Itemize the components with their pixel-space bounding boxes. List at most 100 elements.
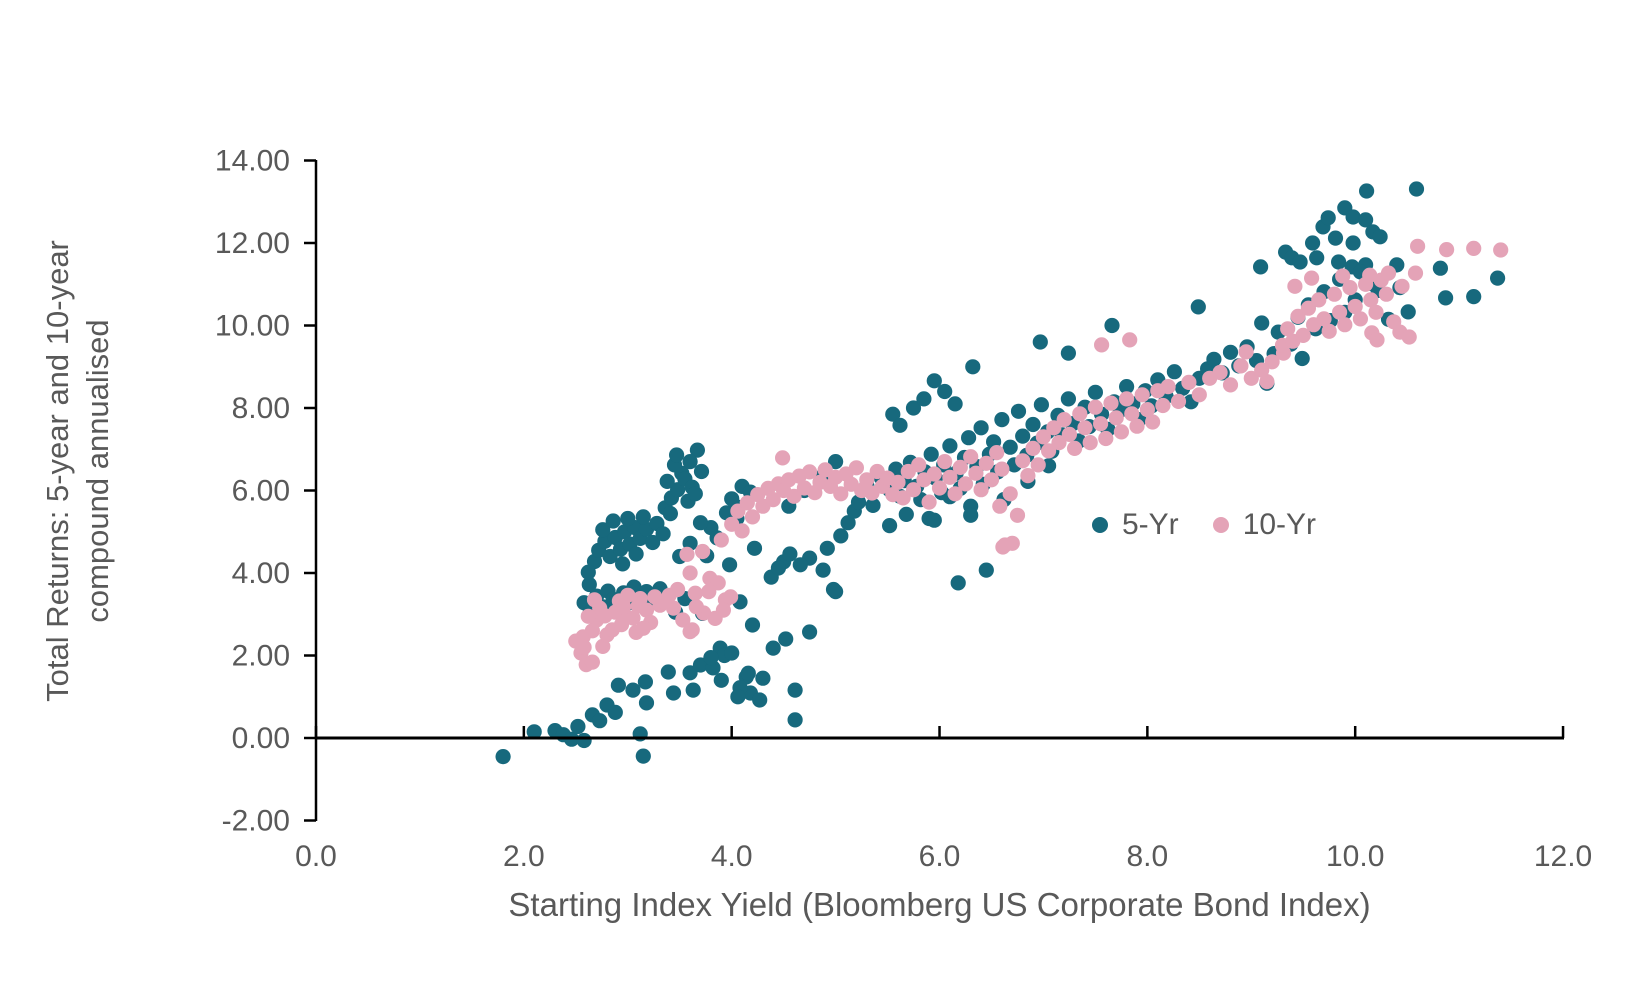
data-point-10-yr: [957, 476, 974, 492]
data-point-10-yr: [1254, 362, 1270, 378]
data-point-10-yr: [1326, 286, 1342, 302]
data-point-5-yr: [1002, 439, 1018, 455]
data-point-5-yr: [635, 748, 651, 764]
data-point-10-yr: [942, 469, 958, 485]
data-point-5-yr: [1327, 230, 1344, 246]
data-point-5-yr: [1331, 254, 1347, 270]
data-point-10-yr: [1170, 393, 1187, 409]
data-point-5-yr: [628, 546, 644, 562]
data-point-10-yr: [744, 509, 761, 525]
data-point-5-yr: [963, 507, 979, 523]
data-point-5-yr: [1292, 254, 1308, 270]
data-point-10-yr: [715, 602, 732, 618]
data-point-10-yr: [632, 591, 648, 607]
data-point-10-yr: [989, 445, 1005, 461]
data-point-10-yr: [786, 488, 802, 504]
data-point-10-yr: [1363, 292, 1379, 308]
data-point-5-yr: [905, 400, 922, 416]
data-point-10-yr: [1222, 377, 1239, 393]
data-point-5-yr: [752, 692, 768, 708]
legend-item-10yr: 10-Yr: [1212, 508, 1316, 542]
data-point-5-yr: [885, 406, 901, 422]
data-point-5-yr: [615, 556, 631, 572]
data-point-5-yr: [792, 557, 808, 573]
data-point-10-yr: [1466, 240, 1482, 256]
data-point-10-yr: [701, 584, 717, 600]
data-point-10-yr: [584, 654, 601, 670]
data-point-10-yr: [1280, 321, 1296, 337]
data-point-5-yr: [833, 528, 849, 544]
data-point-5-yr: [637, 674, 654, 690]
x-tick-label: 0.0: [295, 840, 337, 873]
data-point-5-yr: [655, 526, 671, 542]
data-point-5-yr: [625, 682, 641, 698]
data-point-5-yr: [1087, 384, 1103, 400]
data-point-5-yr: [713, 672, 729, 688]
data-point-5-yr: [1466, 289, 1482, 305]
data-point-5-yr: [670, 482, 686, 498]
legend-label-5yr: 5-Yr: [1122, 508, 1179, 541]
data-point-10-yr: [1094, 337, 1110, 353]
data-point-10-yr: [833, 486, 849, 502]
data-point-10-yr: [1362, 267, 1378, 283]
data-point-10-yr: [586, 592, 603, 608]
y-axis-title: Total Returns: 5-year and 10-year compou…: [38, 161, 118, 781]
data-point-5-yr: [1490, 270, 1506, 286]
x-tick-label: 10.0: [1326, 840, 1384, 873]
data-point-5-yr: [610, 677, 627, 693]
data-point-5-yr: [724, 491, 740, 507]
data-point-10-yr: [926, 466, 942, 482]
data-point-10-yr: [911, 457, 927, 473]
legend-marker-5yr-icon: [1092, 517, 1108, 533]
y-axis-title-line2: compound annualised: [80, 319, 115, 623]
data-point-10-yr: [859, 472, 875, 488]
data-point-5-yr: [1015, 428, 1031, 444]
data-point-5-yr: [662, 505, 679, 522]
data-point-10-yr: [723, 589, 739, 605]
data-point-5-yr: [1119, 379, 1135, 395]
data-point-5-yr: [665, 685, 682, 701]
data-point-10-yr: [1401, 329, 1417, 345]
data-point-5-yr: [1320, 210, 1336, 226]
data-point-10-yr: [688, 599, 704, 615]
data-point-10-yr: [695, 543, 711, 560]
data-point-5-yr: [815, 562, 831, 578]
data-point-5-yr: [730, 689, 746, 705]
data-point-5-yr: [703, 650, 719, 666]
data-point-10-yr: [1002, 486, 1018, 502]
data-point-5-yr: [926, 512, 942, 528]
y-axis-title-line1: Total Returns: 5-year and 10-year: [40, 240, 75, 702]
data-point-10-yr: [625, 610, 641, 626]
data-point-10-yr: [1342, 280, 1358, 296]
data-point-5-yr: [1222, 344, 1239, 360]
data-point-5-yr: [682, 454, 698, 470]
y-tick-label: 12.00: [215, 227, 290, 260]
data-point-5-yr: [947, 396, 963, 412]
data-point-10-yr: [682, 624, 698, 640]
data-point-5-yr: [802, 624, 818, 640]
data-point-10-yr: [1300, 300, 1316, 316]
legend: 5-Yr 10-Yr: [1092, 508, 1316, 542]
data-point-5-yr: [1010, 403, 1027, 419]
data-point-10-yr: [848, 460, 865, 476]
data-point-5-yr: [1032, 334, 1048, 350]
data-point-10-yr: [713, 532, 729, 548]
data-point-10-yr: [1439, 242, 1455, 258]
data-point-10-yr: [890, 474, 906, 490]
data-point-10-yr: [1378, 286, 1394, 302]
series-10yr-points: [568, 238, 1509, 673]
data-point-10-yr: [978, 455, 994, 471]
data-point-5-yr: [1190, 299, 1206, 315]
data-point-5-yr: [1438, 290, 1454, 306]
data-point-5-yr: [942, 438, 958, 454]
data-point-10-yr: [1347, 298, 1363, 315]
data-point-5-yr: [638, 695, 655, 711]
data-point-10-yr: [1380, 265, 1397, 281]
y-tick-label: 2.00: [232, 640, 290, 673]
data-point-10-yr: [1051, 435, 1067, 451]
data-point-5-yr: [965, 359, 981, 375]
data-point-10-yr: [931, 480, 948, 496]
data-point-5-yr: [1254, 315, 1270, 331]
data-point-10-yr: [1030, 457, 1046, 473]
